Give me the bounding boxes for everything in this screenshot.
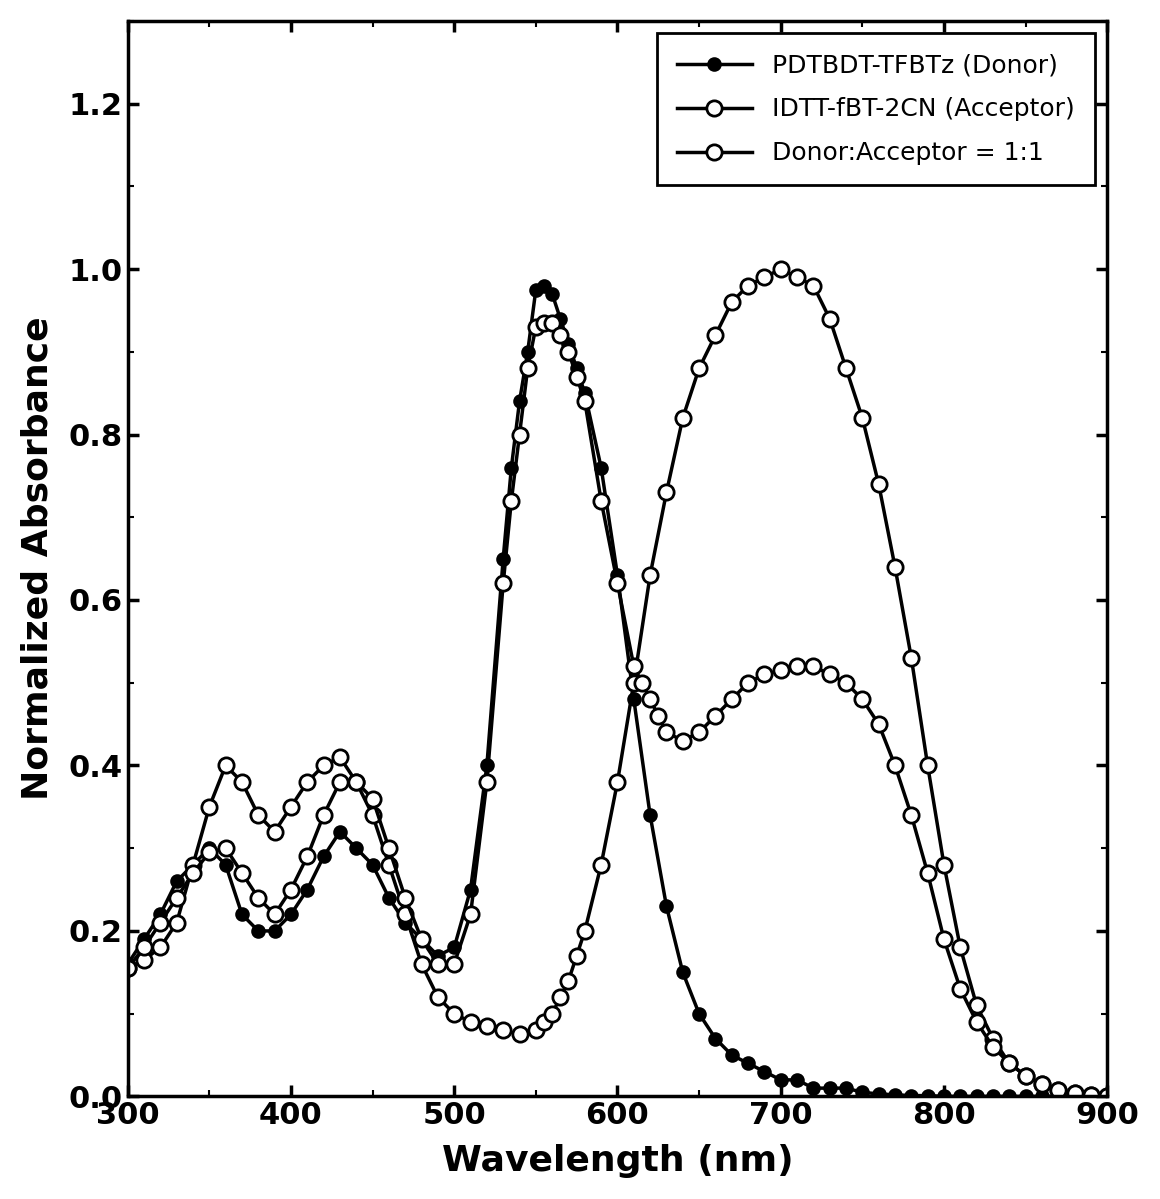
- Y-axis label: Normalized Absorbance: Normalized Absorbance: [21, 317, 55, 801]
- IDTT-fBT-2CN (Acceptor): [643, 568, 657, 583]
- Donor:Acceptor = 1:1: [545, 315, 559, 330]
- Donor:Acceptor = 1:1: [651, 709, 665, 723]
- Donor:Acceptor = 1:1: [537, 315, 551, 330]
- Line: IDTT-fBT-2CN (Acceptor): IDTT-fBT-2CN (Acceptor): [121, 261, 1115, 1103]
- PDTBDT-TFBTz (Donor): [1101, 1089, 1115, 1103]
- PDTBDT-TFBTz (Donor): [121, 957, 135, 971]
- Line: Donor:Acceptor = 1:1: Donor:Acceptor = 1:1: [121, 315, 1115, 1103]
- PDTBDT-TFBTz (Donor): [937, 1089, 951, 1103]
- IDTT-fBT-2CN (Acceptor): [537, 1014, 551, 1029]
- IDTT-fBT-2CN (Acceptor): [252, 808, 266, 823]
- PDTBDT-TFBTz (Donor): [889, 1087, 902, 1102]
- Donor:Acceptor = 1:1: [365, 791, 379, 806]
- PDTBDT-TFBTz (Donor): [553, 312, 567, 326]
- IDTT-fBT-2CN (Acceptor): [725, 295, 739, 309]
- Donor:Acceptor = 1:1: [1101, 1089, 1115, 1103]
- PDTBDT-TFBTz (Donor): [545, 287, 559, 301]
- X-axis label: Wavelength (nm): Wavelength (nm): [442, 1144, 793, 1179]
- IDTT-fBT-2CN (Acceptor): [121, 960, 135, 975]
- IDTT-fBT-2CN (Acceptor): [741, 278, 755, 293]
- Donor:Acceptor = 1:1: [660, 725, 674, 740]
- Donor:Acceptor = 1:1: [1002, 1056, 1016, 1071]
- Legend: PDTBDT-TFBTz (Donor), IDTT-fBT-2CN (Acceptor), Donor:Acceptor = 1:1: PDTBDT-TFBTz (Donor), IDTT-fBT-2CN (Acce…: [657, 34, 1095, 186]
- Line: PDTBDT-TFBTz (Donor): PDTBDT-TFBTz (Donor): [122, 279, 1114, 1103]
- IDTT-fBT-2CN (Acceptor): [578, 923, 592, 938]
- Donor:Acceptor = 1:1: [121, 960, 135, 975]
- PDTBDT-TFBTz (Donor): [448, 940, 462, 954]
- Donor:Acceptor = 1:1: [382, 840, 396, 855]
- IDTT-fBT-2CN (Acceptor): [774, 261, 788, 276]
- PDTBDT-TFBTz (Donor): [382, 891, 396, 905]
- IDTT-fBT-2CN (Acceptor): [1101, 1089, 1115, 1103]
- PDTBDT-TFBTz (Donor): [537, 278, 551, 293]
- PDTBDT-TFBTz (Donor): [202, 840, 216, 855]
